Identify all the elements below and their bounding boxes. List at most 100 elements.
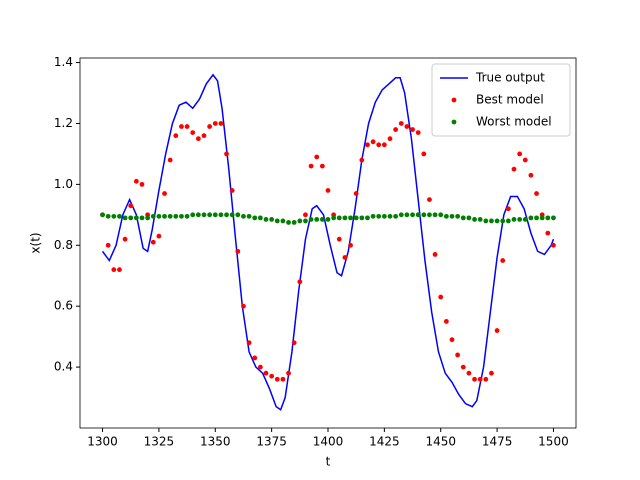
point xyxy=(195,136,201,142)
point xyxy=(489,218,494,224)
point xyxy=(319,216,325,222)
point xyxy=(466,370,472,376)
point xyxy=(122,236,128,242)
point xyxy=(432,212,438,218)
x-tick-label: 1425 xyxy=(369,435,400,449)
point xyxy=(133,215,139,221)
point xyxy=(398,212,404,218)
point xyxy=(522,216,528,222)
point xyxy=(443,213,449,219)
point xyxy=(421,151,427,157)
x-tick-label: 1325 xyxy=(144,435,175,449)
point xyxy=(415,212,421,218)
point xyxy=(105,213,111,219)
point xyxy=(483,218,489,224)
legend-label: Worst model xyxy=(476,115,552,129)
point xyxy=(286,370,291,376)
point xyxy=(133,178,139,184)
point xyxy=(505,218,511,224)
point xyxy=(348,215,353,221)
point xyxy=(410,127,415,132)
point xyxy=(111,213,117,219)
point xyxy=(370,139,376,145)
point xyxy=(528,215,534,221)
x-tick-label: 1375 xyxy=(256,435,287,449)
point xyxy=(122,215,128,221)
point xyxy=(117,267,122,273)
point xyxy=(545,230,551,236)
x-tick-label: 1350 xyxy=(200,435,231,449)
point xyxy=(393,213,399,219)
point xyxy=(365,215,370,221)
point xyxy=(212,121,218,126)
y-tick-label: 1.4 xyxy=(54,55,73,69)
point xyxy=(438,294,444,300)
point xyxy=(460,364,466,370)
point xyxy=(511,216,517,222)
point xyxy=(319,163,325,169)
point xyxy=(460,215,466,221)
point xyxy=(427,212,432,218)
point xyxy=(184,213,190,219)
point xyxy=(173,133,179,139)
x-tick-label: 1300 xyxy=(87,435,118,449)
point xyxy=(517,151,523,157)
point xyxy=(156,213,162,219)
point xyxy=(466,215,472,221)
point xyxy=(241,213,246,219)
point xyxy=(387,213,393,219)
point xyxy=(353,215,359,221)
point xyxy=(269,373,275,379)
point xyxy=(494,218,500,224)
point xyxy=(449,213,455,219)
point xyxy=(427,197,432,203)
point xyxy=(325,188,331,193)
point xyxy=(229,188,235,193)
point xyxy=(404,212,410,218)
point xyxy=(359,157,365,163)
point xyxy=(105,242,111,248)
point xyxy=(235,212,241,218)
point xyxy=(342,255,348,260)
x-tick-label: 1500 xyxy=(538,435,569,449)
point xyxy=(381,142,387,148)
point xyxy=(162,191,167,196)
point xyxy=(370,213,376,219)
point xyxy=(421,212,427,218)
point xyxy=(348,242,353,248)
point xyxy=(331,215,337,221)
point xyxy=(274,218,280,224)
y-tick-label: 1.0 xyxy=(54,177,73,191)
point xyxy=(325,216,331,222)
point xyxy=(415,130,421,136)
point xyxy=(291,340,297,346)
point xyxy=(410,212,415,218)
point xyxy=(167,213,173,219)
legend-label: True output xyxy=(475,71,545,85)
legend-swatch xyxy=(451,119,457,125)
point xyxy=(336,215,342,221)
point xyxy=(162,213,167,219)
point xyxy=(489,370,494,376)
point xyxy=(263,216,269,222)
point xyxy=(179,213,184,219)
point xyxy=(365,142,370,148)
point xyxy=(291,220,297,225)
point xyxy=(500,218,506,224)
point xyxy=(308,163,314,169)
point xyxy=(494,328,500,333)
point xyxy=(224,151,229,157)
point xyxy=(443,319,449,324)
x-tick-label: 1475 xyxy=(482,435,513,449)
point xyxy=(128,203,134,209)
plot-frame xyxy=(79,57,577,429)
point xyxy=(404,124,410,129)
point xyxy=(218,121,224,126)
point xyxy=(477,216,483,222)
point xyxy=(257,364,263,370)
point xyxy=(111,267,117,273)
point xyxy=(303,218,308,224)
legend-swatch xyxy=(451,97,457,103)
point xyxy=(257,215,263,221)
point xyxy=(551,242,556,248)
